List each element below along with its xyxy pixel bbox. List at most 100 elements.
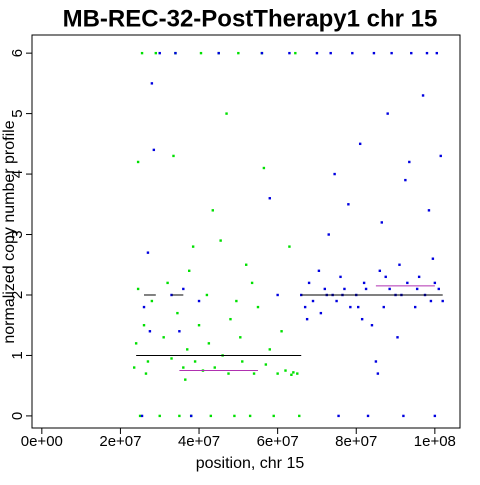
point bbox=[390, 51, 393, 55]
point bbox=[421, 94, 425, 97]
point bbox=[378, 269, 382, 272]
point bbox=[410, 51, 413, 55]
point bbox=[241, 360, 244, 363]
point bbox=[142, 324, 146, 327]
point bbox=[343, 287, 346, 291]
x-tick-label: 8e+07 bbox=[335, 433, 377, 450]
point bbox=[182, 366, 185, 369]
point bbox=[189, 414, 193, 418]
x-tick-label: 6e+07 bbox=[257, 433, 299, 450]
chart-title: MB-REC-32-PostTherapy1 chr 15 bbox=[63, 5, 438, 32]
point bbox=[132, 366, 136, 369]
point bbox=[425, 51, 429, 55]
point bbox=[317, 269, 321, 272]
point bbox=[140, 51, 144, 55]
point bbox=[333, 172, 336, 176]
point bbox=[136, 160, 140, 164]
point bbox=[244, 263, 248, 266]
point bbox=[339, 275, 342, 279]
point bbox=[191, 245, 195, 248]
point bbox=[239, 336, 242, 339]
point bbox=[276, 372, 279, 375]
point bbox=[158, 414, 161, 418]
point bbox=[433, 281, 437, 285]
point bbox=[262, 166, 266, 170]
point bbox=[211, 209, 214, 212]
point bbox=[435, 51, 439, 55]
point bbox=[413, 305, 417, 309]
point bbox=[296, 372, 299, 375]
point bbox=[148, 330, 152, 333]
point bbox=[233, 414, 236, 418]
point bbox=[166, 281, 169, 285]
point bbox=[138, 414, 142, 418]
point bbox=[374, 360, 378, 363]
point bbox=[217, 51, 220, 55]
point bbox=[298, 414, 301, 418]
point bbox=[402, 414, 405, 418]
point bbox=[213, 366, 216, 369]
point bbox=[268, 197, 271, 200]
y-tick-label: 3 bbox=[9, 230, 26, 238]
point bbox=[437, 287, 440, 291]
point bbox=[146, 251, 150, 254]
point bbox=[307, 281, 311, 285]
point bbox=[404, 178, 407, 182]
point bbox=[417, 275, 421, 279]
point bbox=[349, 305, 352, 309]
point bbox=[188, 269, 191, 272]
point bbox=[184, 378, 187, 381]
point bbox=[427, 209, 431, 212]
point bbox=[154, 51, 158, 55]
point bbox=[142, 305, 146, 309]
point bbox=[433, 414, 437, 418]
point bbox=[358, 142, 362, 146]
y-tick-label: 6 bbox=[9, 49, 26, 57]
point bbox=[225, 112, 228, 115]
point bbox=[219, 239, 222, 242]
point bbox=[134, 342, 138, 345]
point bbox=[272, 414, 275, 418]
point bbox=[176, 311, 179, 315]
y-axis-label: normalized copy number profile bbox=[1, 120, 18, 343]
point bbox=[406, 281, 409, 285]
point bbox=[229, 317, 232, 321]
point bbox=[415, 287, 419, 291]
point bbox=[329, 51, 332, 55]
point bbox=[146, 360, 150, 363]
point bbox=[276, 293, 279, 297]
point bbox=[441, 299, 444, 303]
point bbox=[284, 369, 287, 372]
x-tick-label: 1e+08 bbox=[414, 433, 456, 450]
point bbox=[384, 275, 387, 279]
point bbox=[396, 336, 399, 339]
point bbox=[290, 373, 293, 376]
point bbox=[144, 372, 148, 375]
y-tick-label: 1 bbox=[9, 351, 26, 359]
point bbox=[319, 311, 323, 315]
point bbox=[186, 348, 189, 351]
point bbox=[431, 257, 435, 260]
point bbox=[337, 414, 340, 418]
point bbox=[268, 348, 271, 351]
plot-frame bbox=[31, 34, 461, 429]
x-tick-label: 4e+07 bbox=[178, 433, 220, 450]
x-tick-label: 2e+07 bbox=[99, 433, 141, 450]
point bbox=[250, 281, 254, 285]
point bbox=[162, 336, 165, 339]
y-tick-label: 4 bbox=[9, 170, 26, 178]
point bbox=[376, 372, 380, 375]
point bbox=[197, 299, 201, 303]
point bbox=[366, 414, 370, 418]
point bbox=[370, 324, 374, 327]
point bbox=[205, 293, 209, 297]
point bbox=[260, 51, 264, 55]
point bbox=[227, 372, 230, 375]
point bbox=[347, 203, 350, 206]
point bbox=[152, 148, 156, 152]
point bbox=[280, 330, 283, 333]
point bbox=[237, 51, 240, 55]
point bbox=[197, 324, 201, 327]
point bbox=[364, 287, 368, 291]
